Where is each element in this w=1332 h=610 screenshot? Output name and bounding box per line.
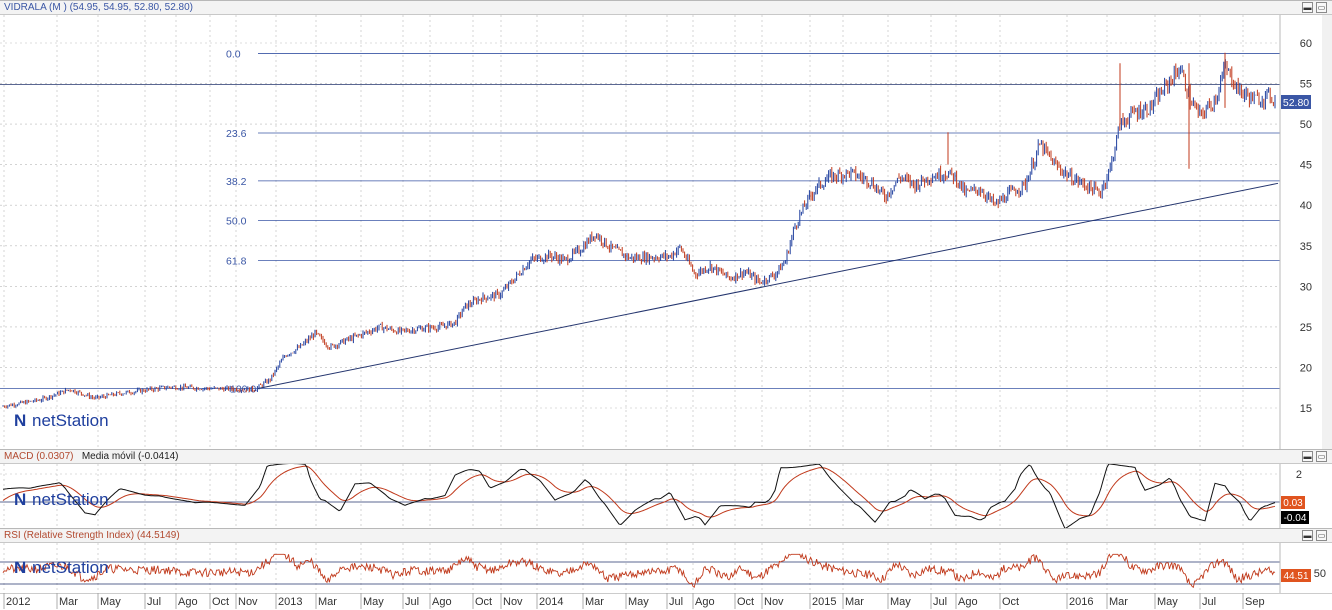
rsi-chart[interactable]: 50 44.51 N netStation xyxy=(0,543,1332,593)
netstation-logo-macd: N netStation xyxy=(14,490,109,509)
x-tick-label: May xyxy=(363,596,384,608)
x-tick-label: Sep xyxy=(1245,596,1265,608)
x-tick-label: Oct xyxy=(212,596,229,608)
netstation-logo-rsi: N netStation xyxy=(14,558,109,577)
y-tick-label: 45 xyxy=(1300,160,1312,172)
macd-maximize-icon[interactable]: ▭ xyxy=(1316,451,1327,462)
main-panel-title: VIDRALA (M ) (54.95, 54.95, 52.80, 52.80… xyxy=(4,2,193,14)
fib-level-label: 38.2 xyxy=(226,176,247,188)
x-tick-label: Mar xyxy=(1109,596,1128,608)
y-tick-label: 40 xyxy=(1300,200,1312,212)
x-tick-label: May xyxy=(628,596,649,608)
rsi-value-tag: 44.51 xyxy=(1281,569,1311,582)
y-tick-label: 15 xyxy=(1300,403,1312,415)
rsi-line xyxy=(2,552,1276,589)
logo-text-rsi: netStation xyxy=(32,558,109,577)
macd-last-label: 0.03 xyxy=(1283,498,1303,509)
rsi-y-tick-label: 50 xyxy=(1314,568,1326,580)
x-tick-label: 2012 xyxy=(6,596,30,608)
signal-value-tag: -0.04 xyxy=(1281,511,1309,524)
signal-last-label: -0.04 xyxy=(1284,513,1307,524)
macd-signal-line xyxy=(2,465,1276,518)
netstation-logo: N netStation xyxy=(14,411,109,430)
x-tick-label: 2016 xyxy=(1069,596,1093,608)
x-tick-label: Ago xyxy=(432,596,452,608)
x-tick-label: Ago xyxy=(695,596,715,608)
main-panel-header: VIDRALA (M ) (54.95, 54.95, 52.80, 52.80… xyxy=(0,0,1332,15)
macd-y-tick-label: 2 xyxy=(1296,469,1302,481)
symbol-label: VIDRALA (M ) xyxy=(4,2,67,13)
rsi-minimize-icon[interactable]: ▬ xyxy=(1302,530,1313,541)
macd-label: MACD (0.0307) xyxy=(4,451,74,462)
x-tick-label: Mar xyxy=(59,596,78,608)
x-tick-label: Oct xyxy=(1002,596,1019,608)
x-tick-label: Jul xyxy=(669,596,683,608)
rsi-panel-title: RSI (Relative Strength Index) (44.5149) xyxy=(4,530,180,542)
y-tick-label: 20 xyxy=(1300,362,1312,374)
x-tick-label: Mar xyxy=(318,596,337,608)
x-tick-label: Mar xyxy=(845,596,864,608)
rsi-maximize-icon[interactable]: ▭ xyxy=(1316,530,1327,541)
x-tick-label: Oct xyxy=(737,596,754,608)
macd-value-tag: 0.03 xyxy=(1281,496,1305,509)
rsi-panel-header: RSI (Relative Strength Index) (44.5149) … xyxy=(0,528,1332,543)
x-tick-label: May xyxy=(1157,596,1178,608)
x-tick-label: 2014 xyxy=(539,596,563,608)
fib-level-label: 0.0 xyxy=(226,49,241,61)
y-tick-label: 25 xyxy=(1300,322,1312,334)
x-tick-label: 2015 xyxy=(812,596,836,608)
macd-panel-header: MACD (0.0307) Media móvil (-0.0414) ▬ ▭ xyxy=(0,449,1332,464)
fib-level-label: 23.6 xyxy=(226,128,247,140)
x-tick-label: Nov xyxy=(238,596,258,608)
logo-n-icon-rsi: N xyxy=(14,558,26,577)
x-tick-label: Nov xyxy=(764,596,784,608)
last-price-label: 52.80 xyxy=(1283,97,1309,109)
signal-label: Media móvil (-0.0414) xyxy=(81,451,179,462)
x-tick-label: Jul xyxy=(147,596,161,608)
x-tick-label: Ago xyxy=(178,596,198,608)
last-price-tag: 52.80 xyxy=(1281,95,1311,109)
y-tick-label: 50 xyxy=(1300,119,1312,131)
y-tick-label: 55 xyxy=(1300,79,1312,91)
x-tick-label: Nov xyxy=(503,596,523,608)
x-tick-label: Oct xyxy=(475,596,492,608)
x-tick-label: Mar xyxy=(585,596,604,608)
rsi-label: RSI (Relative Strength Index) (44.5149) xyxy=(4,530,180,541)
y-tick-label: 30 xyxy=(1300,281,1312,293)
x-tick-label: May xyxy=(890,596,911,608)
x-tick-label: Jul xyxy=(1202,596,1216,608)
x-tick-label: 2013 xyxy=(278,596,302,608)
macd-line xyxy=(2,464,1276,528)
y-tick-label: 60 xyxy=(1300,38,1312,50)
x-tick-label: Ago xyxy=(958,596,978,608)
x-tick-label: Jul xyxy=(405,596,419,608)
fib-level-label: 50.0 xyxy=(226,216,247,228)
macd-panel-title: MACD (0.0307) Media móvil (-0.0414) xyxy=(4,451,179,463)
maximize-icon[interactable]: ▭ xyxy=(1316,2,1327,13)
ohlc-values: (54.95, 54.95, 52.80, 52.80) xyxy=(69,2,194,13)
macd-chart[interactable]: 20 0.03 -0.04 N netStation xyxy=(0,464,1332,528)
minimize-icon[interactable]: ▬ xyxy=(1302,2,1313,13)
main-scrollbar[interactable] xyxy=(1322,15,1332,449)
y-tick-label: 35 xyxy=(1300,241,1312,253)
logo-n-icon-macd: N xyxy=(14,490,26,509)
x-axis: 2012 Mar May Jul Ago Oct Nov 2013 Mar May Jul Ago Oc… xyxy=(0,593,1332,609)
logo-text-macd: netStation xyxy=(32,490,109,509)
rsi-last-label: 44.51 xyxy=(1283,571,1308,582)
x-tick-label: May xyxy=(100,596,121,608)
logo-n-icon: N xyxy=(14,411,26,430)
fib-level-label: 61.8 xyxy=(226,255,247,267)
trendline xyxy=(257,182,1279,390)
x-tick-label: Jul xyxy=(933,596,947,608)
macd-minimize-icon[interactable]: ▬ xyxy=(1302,451,1313,462)
logo-text: netStation xyxy=(32,411,109,430)
